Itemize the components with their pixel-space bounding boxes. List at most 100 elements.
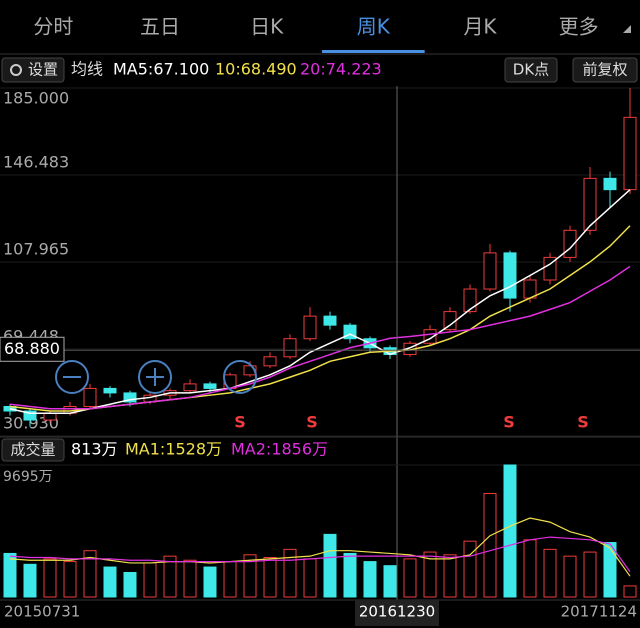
volume-bar [563, 555, 577, 598]
volume-bar [123, 571, 137, 598]
price-box [0, 336, 65, 362]
dk-label: DK点 [513, 61, 549, 79]
volume-bar [163, 555, 177, 598]
legend-ma10: 10:68.490 [215, 60, 297, 79]
volume-bar [423, 551, 437, 598]
cursor-date-box [355, 600, 439, 626]
candle-body [23, 410, 37, 421]
candle-body [463, 288, 477, 313]
tab[interactable]: 月K [463, 15, 497, 39]
candle-body [623, 116, 637, 191]
candle-body [243, 365, 257, 376]
tab[interactable]: 分时 [33, 15, 73, 39]
volume-chart: 9695万 [0, 464, 640, 598]
volume-bar [203, 566, 217, 598]
candle-body [283, 338, 297, 358]
tab[interactable]: 日K [250, 15, 284, 39]
candle-body [43, 412, 57, 421]
candle-body [203, 383, 217, 389]
volume-bar [183, 559, 197, 598]
ma-title: 均线 [71, 60, 103, 79]
settings-button[interactable] [1, 57, 65, 83]
date-start: 20150731 [4, 603, 80, 621]
volume-title: 成交量 [10, 441, 55, 459]
tab[interactable]: 更多 [559, 15, 599, 39]
tab[interactable]: 周K [357, 15, 391, 39]
volume-bar [343, 552, 357, 598]
candle-body [483, 252, 497, 290]
settings-label: 设置 [28, 61, 58, 79]
adjust-label: 前复权 [582, 61, 627, 79]
volume-bar [3, 552, 17, 598]
zoom-in[interactable] [138, 360, 172, 394]
candle-body [603, 177, 617, 191]
volume-bar [283, 548, 297, 598]
volume-bar [483, 493, 497, 598]
volume-ma-line [9, 536, 631, 573]
ma-line [9, 265, 631, 410]
legend-ma5: MA5:67.100 [113, 60, 209, 79]
volume-ma-line [9, 517, 631, 577]
volume-bar [83, 550, 97, 598]
volume-bar [363, 561, 377, 598]
tab[interactable]: 五日 [140, 15, 180, 39]
candle-body [503, 252, 517, 299]
candle-body [83, 387, 97, 407]
signal: S [577, 413, 589, 432]
candle-body [323, 315, 337, 326]
volume-bar [523, 539, 537, 598]
candle-body [123, 392, 137, 403]
ma-line [9, 189, 631, 415]
legend-vol-ma1: MA1:1528万 [125, 440, 222, 459]
candle-body [583, 177, 597, 231]
volume-bar [303, 558, 317, 598]
signal: S [503, 413, 515, 432]
volume-bar [103, 566, 117, 598]
volume-bar [383, 565, 397, 598]
legend-ma20: 20:74.223 [300, 60, 382, 79]
volume-current: 813万 [71, 440, 118, 459]
volume-bar [243, 554, 257, 598]
signal: S [306, 413, 318, 432]
volume-bar [623, 585, 637, 598]
volume-bar [403, 558, 417, 598]
y-tick-label: 146.483 [3, 152, 69, 171]
candle-body [303, 315, 317, 340]
dk-button[interactable] [504, 57, 558, 83]
reset-button[interactable] [223, 360, 257, 394]
candle-body [543, 256, 557, 281]
volume-bar [503, 464, 517, 598]
volume-bar [443, 554, 457, 598]
volume-bar [583, 551, 597, 598]
zoom-out[interactable] [55, 360, 89, 394]
volume-bar [143, 562, 157, 598]
price-label: 68.880 [4, 339, 60, 358]
volume-bar [603, 542, 617, 598]
dropdown-icon [623, 25, 631, 33]
gear-icon [10, 64, 22, 76]
date-end: 20171124 [561, 603, 637, 621]
volume-bar [463, 540, 477, 598]
date-cursor: 20161230 [359, 603, 435, 621]
candle-body [263, 356, 277, 367]
volume-bar [543, 548, 557, 598]
signal: S [234, 413, 246, 432]
y-tick-label: 9695万 [3, 469, 53, 485]
tab-bar: 分时 五日 日K 周K 月K 更多 [33, 15, 631, 53]
tab-indicator [322, 50, 425, 53]
volume-bar [63, 561, 77, 598]
volume-bar [43, 558, 57, 598]
y-tick-label: 107.965 [3, 240, 69, 259]
volume-button[interactable] [1, 438, 65, 462]
volume-bar [23, 563, 37, 598]
adjust-button[interactable] [572, 57, 638, 83]
volume-bar [263, 557, 277, 598]
y-tick-label: 185.000 [3, 89, 69, 108]
candle-body [183, 383, 197, 392]
volume-bar [223, 561, 237, 598]
candle-body [103, 387, 117, 394]
